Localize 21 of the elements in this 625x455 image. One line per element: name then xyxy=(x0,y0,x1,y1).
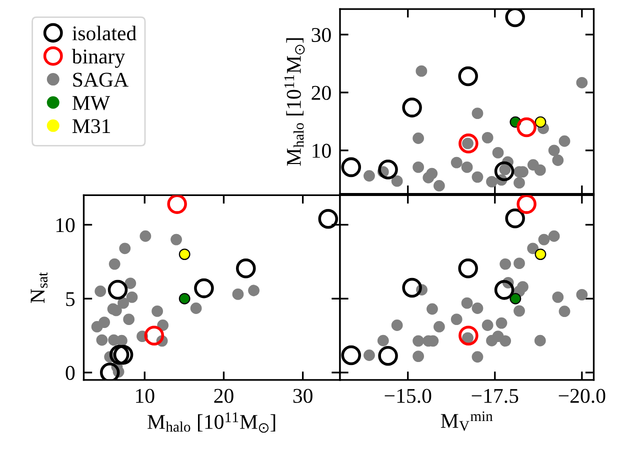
x-tick-label: 20 xyxy=(214,388,234,403)
y-tick-label: 0 xyxy=(66,366,75,380)
x-tick-label: −20.0 xyxy=(558,388,606,404)
legend-label: binary xyxy=(72,48,126,68)
x-tick-label: 10 xyxy=(136,388,154,403)
y-tick-label: 10 xyxy=(312,144,331,158)
y-axis-title: N$_{sat}$ xyxy=(30,272,48,304)
x-tick-label: 30 xyxy=(293,388,312,403)
y-tick-label: 5 xyxy=(66,292,75,306)
legend-label: SAGA xyxy=(73,72,128,87)
legend-label: MW xyxy=(72,96,110,110)
x-tick-label: −17.5 xyxy=(472,388,518,404)
legend-label: M31 xyxy=(72,119,110,134)
y-tick-label: 10 xyxy=(56,218,75,232)
legend-label: isolated xyxy=(72,26,136,40)
y-tick-label: 30 xyxy=(312,28,331,42)
x-tick-label: −15.0 xyxy=(384,388,432,404)
x-axis-title: M$_{halo}$ [10$^{11}$M$_{⊙}$] xyxy=(148,412,276,433)
y-axis-title: M$_{halo}$ [10$^{11}$M$_{⊙}$] xyxy=(284,38,305,166)
y-tick-label: 20 xyxy=(312,86,331,100)
x-axis-title: M$_{V}$$^{min}$ xyxy=(440,411,493,431)
